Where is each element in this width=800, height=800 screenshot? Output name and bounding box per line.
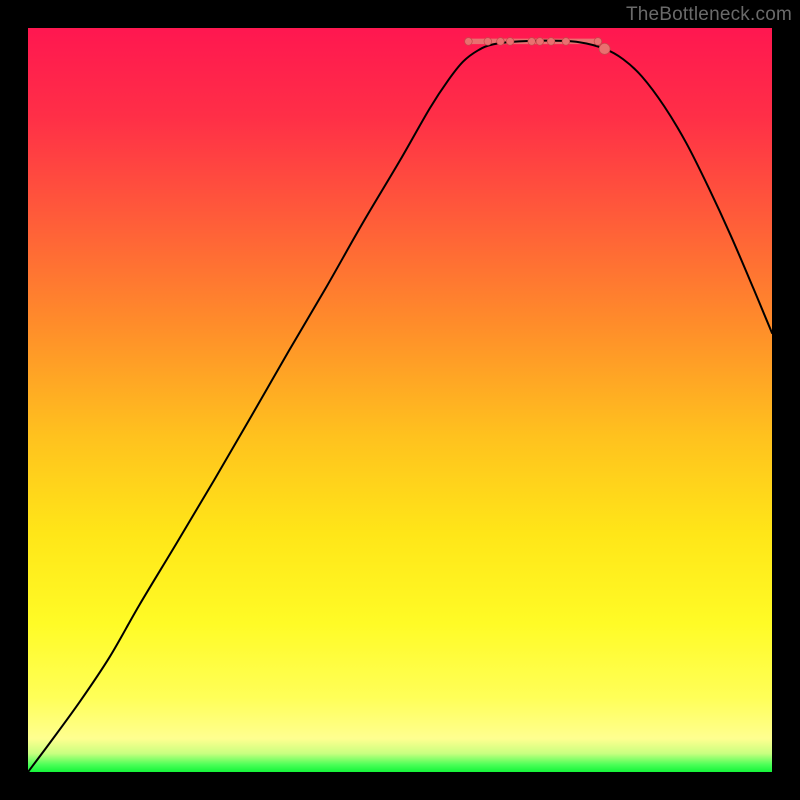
chart-svg xyxy=(28,28,772,772)
bottleneck-curve xyxy=(28,41,772,772)
watermark-text: TheBottleneck.com xyxy=(626,4,792,26)
plot-area xyxy=(28,28,772,772)
